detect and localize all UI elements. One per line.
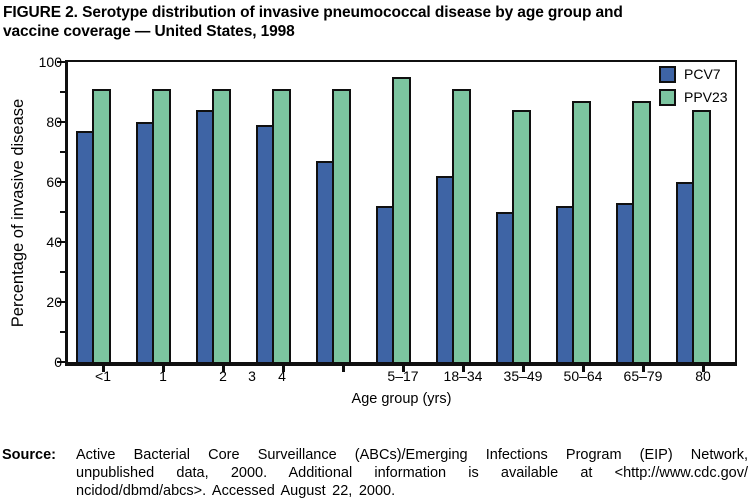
- x-axis-tick: [522, 366, 525, 372]
- source-label: Source:: [2, 447, 56, 463]
- bar-ppv23: [272, 89, 291, 362]
- bar-ppv23: [212, 89, 231, 362]
- y-axis-minor-tick: [60, 331, 65, 333]
- x-axis-tick: [402, 366, 405, 372]
- y-axis-title: Percentage of invasive disease: [9, 98, 27, 328]
- x-axis-tick: [342, 366, 345, 372]
- bar-ppv23: [332, 89, 351, 362]
- bar-ppv23: [452, 89, 471, 362]
- bar-ppv23: [512, 110, 531, 362]
- x-axis-tick: [222, 366, 225, 372]
- y-axis-major-tick: [57, 121, 65, 123]
- y-tick-label: 40: [46, 234, 62, 250]
- source-line-2: unpublished data, 2000. Additional infor…: [76, 465, 748, 481]
- x-tick-label: 1: [159, 368, 167, 384]
- x-axis-tick: [282, 366, 285, 372]
- x-tick-label: 18–34: [443, 368, 483, 384]
- legend-swatch-pcv7: [659, 66, 676, 83]
- y-tick-label: 60: [46, 174, 62, 190]
- legend-label-pcv7: PCV7: [684, 66, 721, 82]
- x-tick-label: <1: [95, 368, 111, 384]
- y-tick-label: 20: [46, 294, 62, 310]
- x-tick-label: 3: [248, 368, 256, 384]
- source-line-1: Active Bacterial Core Surveillance (ABCs…: [76, 447, 748, 463]
- x-axis-tick: [642, 366, 645, 372]
- y-axis-major-tick: [57, 301, 65, 303]
- y-tick-label: 100: [38, 54, 62, 70]
- x-tick-label: 65–79: [623, 368, 663, 384]
- legend-label-ppv23: PPV23: [684, 89, 728, 105]
- x-axis-tick: [102, 366, 105, 372]
- y-axis-minor-tick: [60, 91, 65, 93]
- x-axis-tick: [582, 366, 585, 372]
- x-axis-tick: [702, 366, 705, 372]
- y-axis-major-tick: [57, 241, 65, 243]
- bar-ppv23: [92, 89, 111, 362]
- bar-ppv23: [692, 110, 711, 362]
- x-tick-label: 35–49: [503, 368, 543, 384]
- y-axis-major-tick: [57, 181, 65, 183]
- figure-title-line1: FIGURE 2. Serotype distribution of invas…: [3, 4, 623, 21]
- x-tick-label: 2: [219, 368, 227, 384]
- y-axis-minor-tick: [60, 151, 65, 153]
- x-tick-label: 50–64: [563, 368, 603, 384]
- source-text: Active Bacterial Core Surveillance (ABCs…: [76, 446, 748, 500]
- legend-swatch-ppv23: [659, 89, 676, 106]
- y-tick-label: 80: [46, 114, 62, 130]
- x-axis-tick: [462, 366, 465, 372]
- x-axis-tick: [162, 366, 165, 372]
- bar-ppv23: [632, 101, 651, 362]
- y-axis-major-tick: [57, 61, 65, 63]
- y-tick-label: 0: [54, 354, 62, 370]
- figure-title-line2: vaccine coverage — United States, 1998: [3, 23, 295, 40]
- x-tick-label: 4: [278, 368, 286, 384]
- bar-ppv23: [152, 89, 171, 362]
- figure-title: FIGURE 2. Serotype distribution of invas…: [3, 3, 750, 41]
- y-axis-major-tick: [57, 361, 65, 363]
- y-axis-minor-tick: [60, 211, 65, 213]
- y-axis-minor-tick: [60, 271, 65, 273]
- x-tick-label: 80: [695, 368, 711, 384]
- source-line-3: ncidod/dbmd/abcs>. Accessed August 22, 2…: [76, 483, 396, 499]
- bar-ppv23: [392, 77, 411, 362]
- plot-frame: [65, 60, 737, 366]
- x-tick-label: 5–17: [387, 368, 419, 384]
- source-note: Source: Active Bacterial Core Surveillan…: [2, 446, 748, 500]
- x-axis-title: Age group (yrs): [351, 391, 452, 407]
- bar-ppv23: [572, 101, 591, 362]
